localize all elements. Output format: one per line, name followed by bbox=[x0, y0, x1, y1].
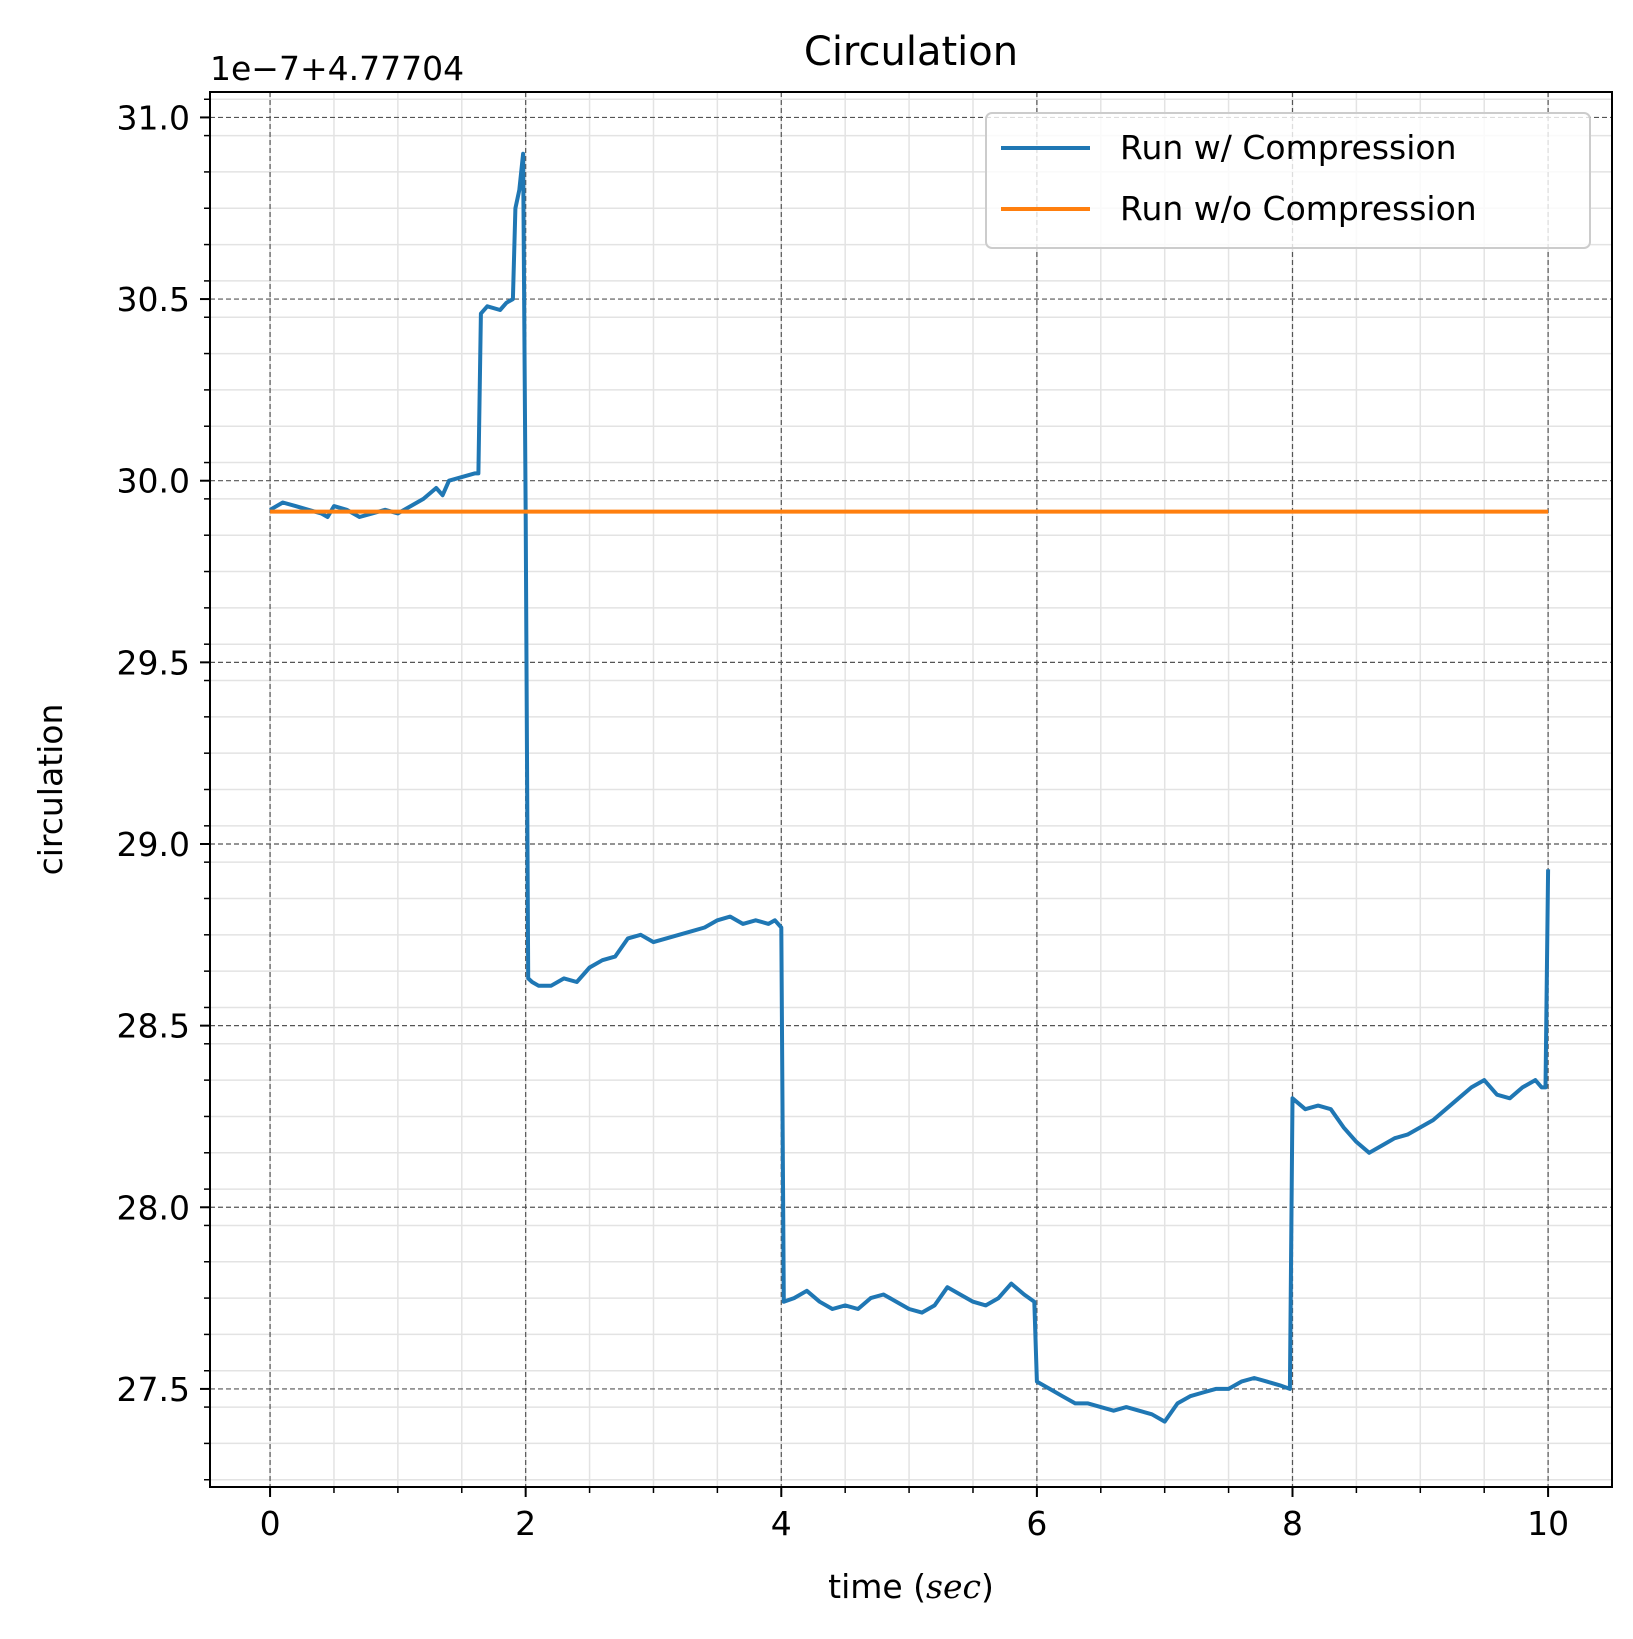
y-tick-label: 27.5 bbox=[117, 1370, 190, 1409]
x-tick-label: 2 bbox=[515, 1504, 536, 1543]
x-tick-label: 8 bbox=[1282, 1504, 1303, 1543]
legend-label-no-compression: Run w/o Compression bbox=[1120, 189, 1477, 228]
legend-box bbox=[985, 112, 1591, 249]
legend-label-compression: Run w/ Compression bbox=[1120, 128, 1457, 167]
x-axis-label-suffix: ) bbox=[981, 1567, 994, 1606]
ticks-layer: 0 2 4 6 8 10 27.5 28.0 28.5 29.0 29.5 30.0 30.5 31.0 bbox=[117, 98, 1570, 1543]
x-tick-label: 6 bbox=[1026, 1504, 1047, 1543]
legend: Run w/ Compression Run w/o Compression bbox=[985, 112, 1591, 249]
x-axis-label-text: time ( bbox=[828, 1567, 926, 1606]
y-tick-label: 30.5 bbox=[117, 280, 190, 319]
x-tick-label: 10 bbox=[1527, 1504, 1569, 1543]
axis-offset-label: 1e−7+4.77704 bbox=[210, 49, 464, 88]
x-tick-label: 0 bbox=[260, 1504, 281, 1543]
y-tick-label: 30.0 bbox=[117, 462, 190, 501]
y-tick-label: 29.5 bbox=[117, 643, 190, 682]
x-axis-label: time (sec) bbox=[828, 1567, 994, 1606]
y-tick-label: 28.5 bbox=[117, 1007, 190, 1046]
chart-title: Circulation bbox=[804, 29, 1018, 75]
series-layer bbox=[269, 151, 1551, 1424]
y-tick-label: 31.0 bbox=[117, 98, 190, 137]
y-axis-label: circulation bbox=[31, 704, 70, 876]
y-tick-label: 29.0 bbox=[117, 825, 190, 864]
x-tick-label: 4 bbox=[771, 1504, 792, 1543]
x-axis-label-unit: sec bbox=[926, 1567, 981, 1606]
y-tick-label: 28.0 bbox=[117, 1188, 190, 1227]
series-line-compression bbox=[269, 151, 1551, 1424]
